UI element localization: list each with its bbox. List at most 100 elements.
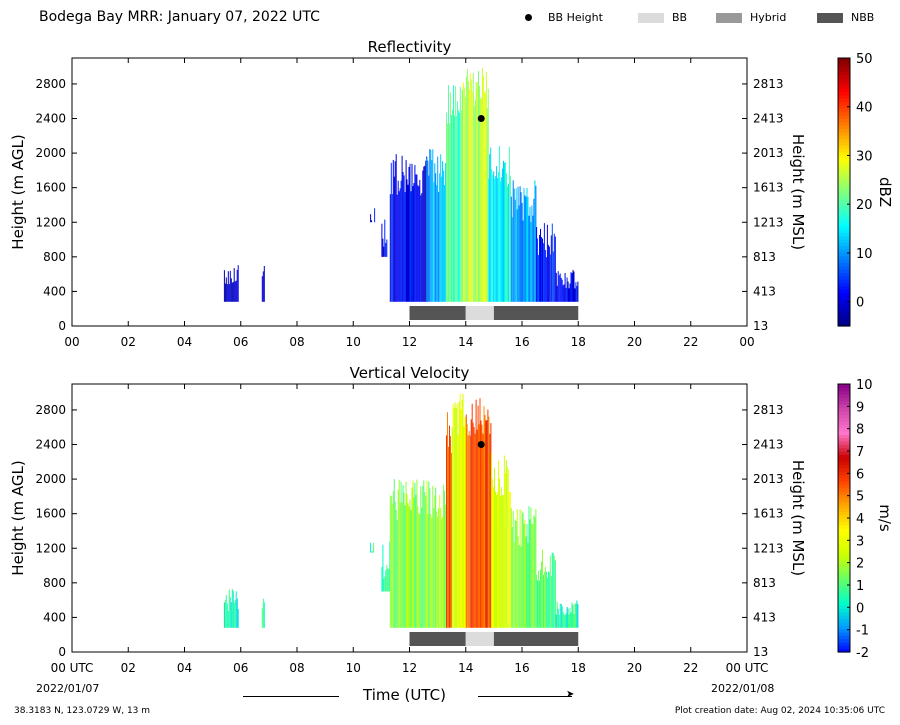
colorbar-cell: [838, 168, 850, 173]
echo-strip: [460, 409, 462, 628]
colorbar-cell: [838, 94, 850, 99]
echo-strip: [543, 572, 545, 628]
echo-strip: [499, 145, 501, 302]
colorbar-cell: [838, 255, 850, 260]
colorbar-cell: [838, 305, 850, 310]
echo-strip: [235, 280, 237, 302]
echo-strip: [452, 109, 453, 302]
colorbar-cell: [838, 138, 850, 143]
echo-strip: [448, 85, 449, 302]
y-tick-label-right: 2813: [753, 77, 784, 91]
colorbar-tick-label: 20: [856, 198, 873, 213]
echo-strip: [558, 275, 560, 302]
colorbar-cell: [838, 444, 850, 449]
echo-strip: [234, 600, 236, 628]
colorbar-cell: [838, 161, 850, 166]
echo-strip: [450, 92, 451, 302]
colorbar-cell: [838, 397, 850, 402]
colorbar-cell: [838, 312, 850, 317]
echo-strip: [408, 506, 410, 628]
echo-strip: [465, 76, 467, 302]
echo-strip: [550, 235, 552, 302]
echo-strip: [545, 571, 547, 628]
echo-strip: [223, 602, 225, 628]
colorbar-cell: [838, 84, 850, 89]
echo-strip: [446, 435, 448, 628]
echo-strip: [497, 177, 499, 302]
echo-strip: [461, 89, 463, 302]
echo-strip: [234, 281, 236, 302]
legend-item-nbb: NBB: [817, 11, 874, 24]
echo-strip: [526, 524, 528, 628]
colorbar-cell: [838, 628, 850, 633]
echo-strip: [439, 173, 441, 302]
echo-strip: [412, 186, 414, 302]
echo-strip: [507, 186, 508, 302]
echo-strip: [494, 178, 496, 302]
y-tick-label-right: 2013: [753, 472, 784, 486]
colorbar-tick-label: 0: [856, 601, 864, 616]
echo-strip: [481, 424, 483, 628]
echo-strip: [437, 156, 439, 302]
colorbar-cell: [838, 404, 850, 409]
echo-strip: [464, 417, 466, 628]
echo-strip: [436, 185, 438, 302]
colorbar-cell: [838, 205, 850, 210]
echo-strip: [522, 513, 524, 628]
echo-strip: [467, 81, 469, 302]
echo-strip: [411, 163, 413, 302]
echo-strip: [547, 244, 549, 302]
echo-strip: [505, 460, 507, 628]
x-tick-label: 18: [571, 335, 586, 349]
echo-strip: [521, 511, 523, 628]
colorbar-cell: [838, 151, 850, 156]
colorbar-cell: [838, 195, 850, 200]
echo-strip: [406, 179, 408, 302]
echo-strip: [401, 155, 403, 302]
echo-strip: [383, 246, 385, 257]
colorbar-cell: [838, 611, 850, 616]
colorbar-cell: [838, 322, 850, 327]
echo-strip: [459, 394, 461, 628]
colorbar-tick-label: 10: [856, 378, 873, 393]
colorbar-cell: [838, 225, 850, 230]
colorbar-cell: [838, 591, 850, 596]
echo-strip: [490, 423, 492, 628]
colorbar-cell: [838, 269, 850, 273]
colorbar-frame: [837, 57, 851, 327]
echo-strip: [389, 496, 391, 628]
colorbar-cell: [838, 68, 850, 72]
colorbar-cell: [838, 551, 850, 556]
echo-strip: [374, 208, 376, 223]
echo-strip: [510, 508, 512, 628]
echo-strip: [403, 175, 405, 302]
colorbar-cell: [838, 58, 850, 62]
colorbar-cell: [838, 188, 850, 193]
echo-strip: [404, 505, 406, 628]
echo-strip: [223, 270, 225, 302]
colorbar-cell: [838, 71, 850, 76]
x-tick-label: 10: [346, 335, 361, 349]
colorbar-cell: [838, 131, 850, 136]
colorbar-title: dBZ: [876, 177, 894, 207]
legend-item-bb-height: BB Height: [525, 11, 603, 24]
echo-strip: [514, 519, 516, 628]
echo-strip: [512, 180, 514, 302]
echo-strip: [503, 160, 504, 302]
y-tick-label: 2800: [35, 77, 66, 91]
echo-strip: [231, 588, 233, 628]
colorbar-cell: [838, 315, 850, 320]
echo-strip: [519, 509, 521, 628]
colorbar-cell: [838, 454, 850, 459]
echo-strip: [573, 271, 575, 302]
echo-strip: [468, 89, 470, 302]
colorbar-cell: [838, 91, 850, 96]
echo-strip: [417, 506, 419, 628]
echo-strip: [523, 187, 525, 302]
colorbar-cell: [838, 534, 850, 539]
bb-height-marker-icon: [525, 14, 532, 21]
x-tick-label: 08: [289, 335, 304, 349]
echo-strip: [573, 614, 575, 628]
echo-strip: [235, 591, 237, 628]
y-axis-title-left: Height (m AGL): [9, 460, 27, 575]
